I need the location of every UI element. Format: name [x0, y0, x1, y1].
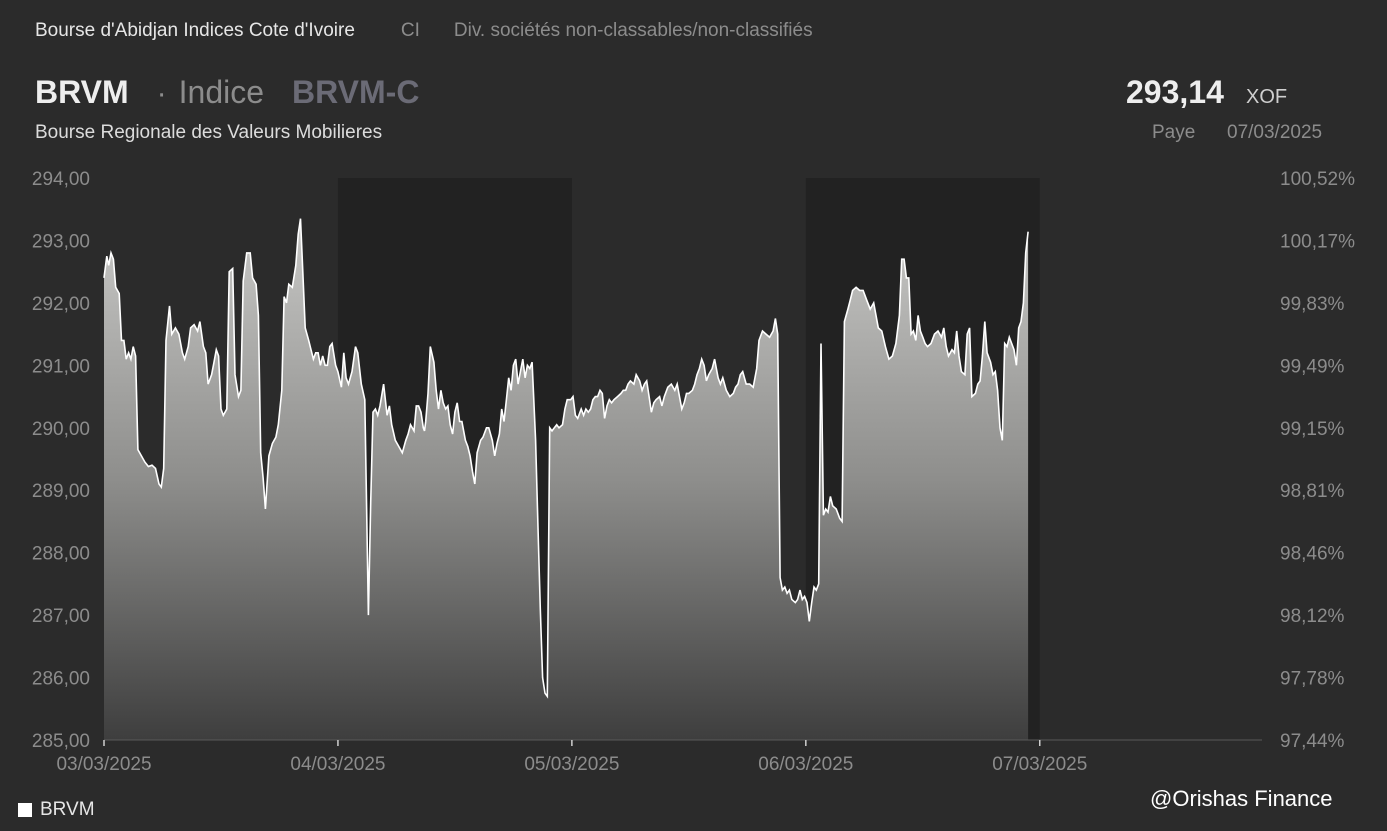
y-left-tick-label: 287,00 — [32, 606, 90, 627]
x-tick-label: 06/03/2025 — [758, 754, 853, 775]
y-left-tick-label: 292,00 — [32, 294, 90, 315]
price-line — [103, 218, 1029, 699]
x-tick-label: 04/03/2025 — [290, 754, 385, 775]
price-date: 07/03/2025 — [1227, 122, 1323, 143]
y-right-tick-label: 99,15% — [1280, 419, 1345, 440]
instrument-title: BRVM · Indice BRVM-C — [35, 74, 419, 111]
y-right-tick-label: 99,83% — [1280, 294, 1345, 315]
breadcrumb: Bourse d'Abidjan Indices Cote d'Ivoire C… — [35, 20, 813, 42]
y-right-tick-label: 99,49% — [1280, 356, 1345, 377]
country-code: CI — [400, 20, 420, 41]
y-left-tick-label: 293,00 — [32, 231, 90, 252]
ticker-symbol: BRVM — [35, 74, 129, 110]
y-right-tick-label: 98,12% — [1280, 606, 1345, 627]
legend-label: BRVM — [40, 799, 95, 820]
title-separator: · — [156, 77, 167, 110]
instrument-code: BRVM-C — [292, 74, 420, 110]
x-tick-label: 07/03/2025 — [992, 754, 1087, 775]
y-left-tick-label: 291,00 — [32, 356, 90, 377]
y-left-tick-label: 286,00 — [32, 669, 90, 690]
legend-swatch — [18, 803, 32, 817]
y-right-tick-label: 100,52% — [1280, 169, 1355, 190]
legend[interactable]: BRVM — [18, 799, 95, 821]
x-tick-label: 05/03/2025 — [524, 754, 619, 775]
watermark: @Orishas Finance — [1150, 786, 1333, 811]
y-right-tick-label: 98,81% — [1280, 481, 1345, 502]
last-price: 293,14 — [1126, 74, 1224, 110]
price-area-fill — [104, 218, 1029, 741]
x-tick-label: 03/03/2025 — [56, 754, 151, 775]
y-left-tick-label: 288,00 — [32, 544, 90, 565]
y-left-tick-label: 290,00 — [32, 419, 90, 440]
price-currency: XOF — [1246, 86, 1288, 108]
instrument-type: Indice — [178, 74, 265, 110]
country-label: Paye — [1152, 122, 1196, 143]
y-right-tick-label: 97,78% — [1280, 669, 1345, 690]
instrument-full-name: Bourse Regionale des Valeurs Mobilieres — [35, 122, 383, 143]
y-right-tick-label: 100,17% — [1280, 231, 1355, 252]
y-left-tick-label: 289,00 — [32, 481, 90, 502]
y-left-tick-label: 285,00 — [32, 731, 90, 752]
sector-name: Div. sociétés non-classables/non-classif… — [453, 20, 813, 41]
y-right-tick-label: 98,46% — [1280, 544, 1345, 565]
exchange-name: Bourse d'Abidjan Indices Cote d'Ivoire — [35, 20, 355, 41]
y-left-tick-label: 294,00 — [32, 169, 90, 190]
y-right-tick-label: 97,44% — [1280, 731, 1345, 752]
